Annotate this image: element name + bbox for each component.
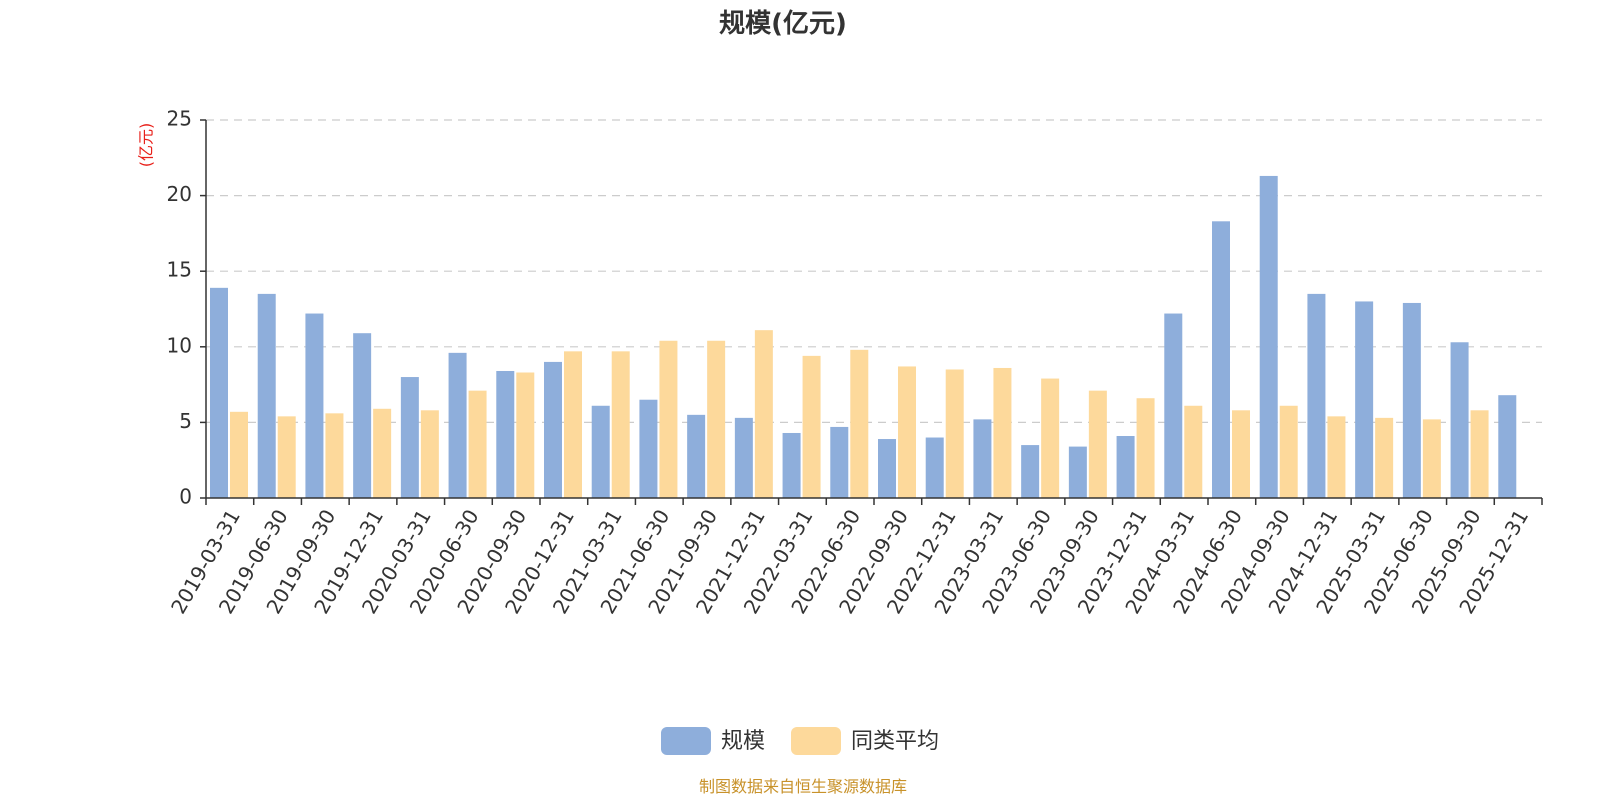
bar-scale (1212, 221, 1230, 498)
bar-peer-average (1375, 417, 1394, 498)
bar-scale (973, 419, 992, 498)
chart-title: 规模(亿元) (719, 9, 847, 39)
y-axis-unit: (亿元) (137, 123, 156, 168)
bar-peer-average (1422, 419, 1441, 498)
bar-peer-average (1041, 378, 1060, 498)
bar-peer-average (1184, 405, 1203, 498)
bar-peer-average (325, 413, 344, 498)
bar-scale (1498, 395, 1517, 498)
bar-scale (830, 426, 849, 498)
bars (210, 175, 1517, 498)
bar-peer-average (993, 367, 1012, 498)
y-ticks: 0 5 10 15 20 25 (167, 107, 206, 509)
bar-peer-average (1327, 416, 1346, 498)
bar-scale (639, 399, 658, 498)
y-tick-label: 0 (179, 485, 192, 509)
bar-peer-average (1232, 410, 1250, 498)
bar-scale (734, 417, 753, 498)
bar-scale (448, 352, 467, 498)
bar-scale (544, 361, 562, 498)
bar-peer-average (659, 340, 678, 498)
bar-scale (1307, 293, 1326, 498)
bar-scale (1021, 445, 1040, 498)
y-tick-label: 10 (167, 333, 192, 357)
bar-scale (257, 293, 276, 498)
bar-peer-average (611, 351, 630, 498)
y-tick-label: 20 (167, 182, 192, 206)
bar-scale (305, 313, 324, 498)
bar-peer-average (468, 390, 487, 498)
bar-peer-average (516, 372, 535, 498)
source-note: 制图数据来自恒生聚源数据库 (699, 777, 907, 796)
bar-scale (591, 405, 610, 498)
bar-peer-average (850, 349, 869, 498)
bar-scale (1450, 342, 1469, 498)
legend-swatch[interactable] (661, 727, 711, 755)
bar-peer-average (898, 366, 916, 498)
bar-peer-average (754, 330, 773, 498)
legend[interactable]: 规模 同类平均 (661, 727, 939, 755)
bar-scale (1402, 302, 1421, 498)
bar-scale (400, 377, 419, 498)
bar-scale (687, 414, 706, 498)
bar-peer-average (1470, 410, 1489, 498)
bar-peer-average (277, 416, 296, 498)
bar-peer-average (1279, 405, 1298, 498)
x-ticks: 2019-03-312019-06-302019-09-302019-12-31… (166, 498, 1543, 618)
y-tick-label: 15 (167, 258, 192, 282)
bar-scale (1068, 446, 1087, 498)
bar-scale (1355, 301, 1374, 498)
bar-peer-average (230, 411, 248, 498)
bar-peer-average (373, 408, 392, 498)
bar-peer-average (420, 410, 439, 498)
bar-peer-average (1088, 390, 1107, 498)
legend-swatch[interactable] (791, 727, 841, 755)
bar-peer-average (1136, 398, 1155, 498)
bar-scale (782, 432, 801, 498)
bar-scale (496, 370, 515, 498)
bar-peer-average (707, 340, 726, 498)
bar-scale (1164, 313, 1183, 498)
bar-scale (1116, 436, 1135, 498)
bar-peer-average (564, 351, 582, 498)
y-tick-label: 25 (167, 107, 192, 131)
bar-scale (1259, 175, 1278, 498)
bar-peer-average (802, 355, 821, 498)
legend-label[interactable]: 同类平均 (851, 729, 939, 754)
bar-scale (878, 439, 896, 498)
bar-scale (353, 333, 372, 498)
bar-scale (925, 437, 944, 498)
y-tick-label: 5 (179, 409, 192, 433)
bar-peer-average (945, 369, 964, 498)
legend-label[interactable]: 规模 (721, 729, 765, 754)
bar-scale (210, 287, 228, 498)
